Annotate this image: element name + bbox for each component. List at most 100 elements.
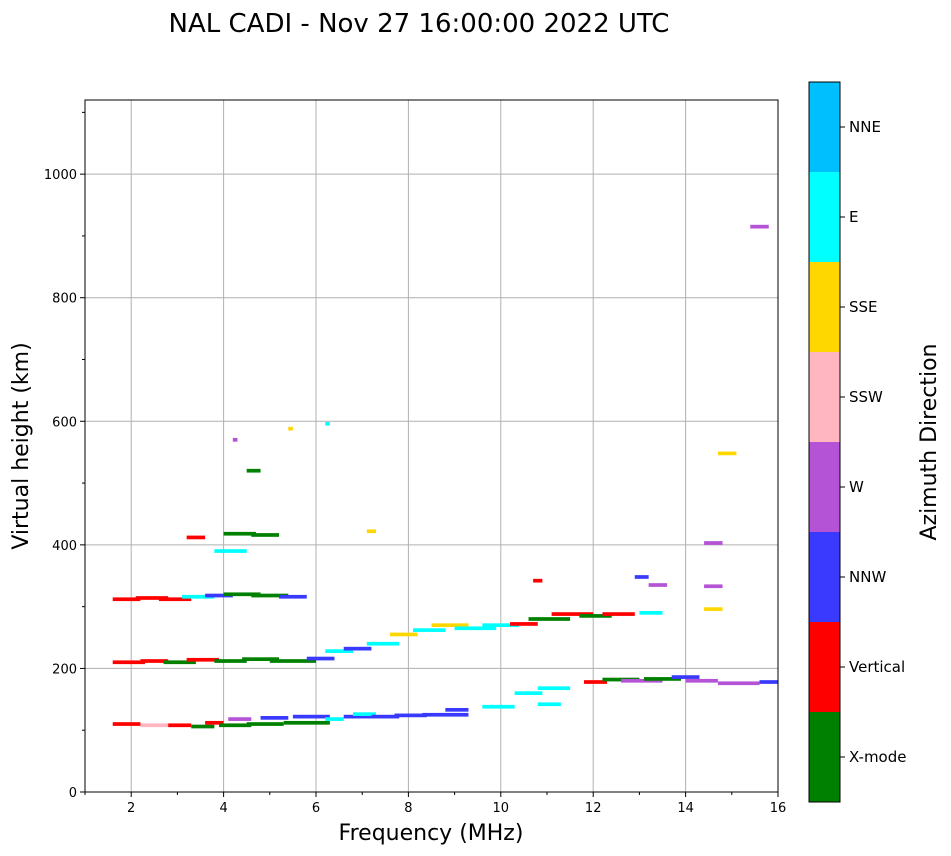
echo-segment bbox=[533, 578, 543, 583]
echo-segment bbox=[717, 451, 737, 456]
echo-segment bbox=[251, 533, 280, 537]
echo-segment bbox=[214, 659, 247, 663]
echo-segment bbox=[394, 713, 427, 718]
colorbar-label: E bbox=[849, 208, 858, 226]
echo-segment bbox=[260, 716, 289, 720]
colorbar-label: NNE bbox=[849, 118, 881, 136]
colorbar-frame bbox=[808, 81, 841, 803]
echo-segment bbox=[186, 535, 206, 540]
x-tick-label: 16 bbox=[770, 801, 787, 816]
echo-segment bbox=[246, 722, 284, 726]
echo-segment bbox=[168, 723, 192, 728]
echo-segment bbox=[366, 529, 377, 534]
echo-segment bbox=[371, 714, 400, 719]
echo-segment bbox=[514, 691, 543, 695]
echo-segment bbox=[431, 623, 469, 628]
echo-segment bbox=[537, 702, 561, 707]
echo-segment bbox=[389, 632, 418, 637]
echo-segment bbox=[246, 468, 261, 473]
echo-segment bbox=[288, 426, 293, 431]
colorbar-swatch bbox=[809, 532, 840, 622]
echo-segment bbox=[445, 707, 469, 712]
colorbar-swatch bbox=[809, 262, 840, 352]
echo-traces bbox=[112, 224, 778, 729]
x-tick-label: 10 bbox=[493, 801, 510, 816]
echo-segment bbox=[413, 628, 446, 632]
y-axis-label: Virtual height (km) bbox=[9, 342, 34, 549]
x-tick-label: 8 bbox=[404, 801, 412, 816]
colorbar-label: W bbox=[849, 478, 864, 496]
echo-segment bbox=[205, 720, 224, 725]
x-tick-label: 12 bbox=[585, 801, 602, 816]
echo-segment bbox=[583, 680, 608, 684]
echo-segment bbox=[306, 656, 335, 661]
echo-segment bbox=[454, 626, 497, 631]
echo-segment bbox=[223, 592, 261, 597]
y-tick-label: 600 bbox=[52, 415, 77, 430]
echo-segment bbox=[352, 712, 377, 717]
echo-segment bbox=[528, 617, 571, 621]
echo-segment bbox=[232, 437, 238, 442]
echo-segment bbox=[140, 659, 169, 663]
echo-segment bbox=[343, 646, 372, 651]
echo-segment bbox=[704, 584, 723, 589]
colorbar-swatch bbox=[809, 442, 840, 532]
echo-segment bbox=[634, 575, 649, 579]
colorbar-swatch bbox=[809, 622, 840, 712]
azimuth-colorbar: X-mode Vertical NNW W SSW SSE E NNE bbox=[808, 81, 906, 803]
x-tick-label: 4 bbox=[219, 801, 227, 816]
y-tick-label: 1000 bbox=[44, 168, 77, 183]
echo-segment bbox=[279, 594, 307, 599]
y-tick-label: 0 bbox=[69, 786, 77, 801]
echo-segment bbox=[325, 421, 330, 426]
echo-segment bbox=[704, 607, 723, 611]
echo-segment bbox=[750, 224, 769, 229]
x-tick-label: 2 bbox=[127, 801, 135, 816]
echo-segment bbox=[717, 681, 760, 686]
echo-segment bbox=[112, 722, 141, 726]
echo-segment bbox=[325, 717, 344, 721]
colorbar-swatch bbox=[809, 172, 840, 262]
echo-segment bbox=[112, 597, 141, 602]
echo-segment bbox=[422, 712, 469, 717]
colorbar-label: SSE bbox=[849, 298, 878, 316]
colorbar-label: X-mode bbox=[849, 748, 906, 766]
echo-segment bbox=[182, 594, 215, 599]
y-tick-label: 800 bbox=[52, 292, 77, 307]
echo-segment bbox=[228, 717, 252, 721]
echo-segment bbox=[685, 678, 718, 683]
chart-title: NAL CADI - Nov 27 16:00:00 2022 UTC bbox=[169, 9, 670, 39]
colorbar-label: SSW bbox=[849, 388, 883, 406]
echo-segment bbox=[482, 623, 520, 628]
echo-segment bbox=[759, 680, 778, 684]
echo-segment bbox=[269, 659, 316, 663]
echo-segment bbox=[620, 678, 663, 683]
echo-segment bbox=[343, 714, 372, 719]
echo-segment bbox=[223, 531, 256, 536]
grid-lines bbox=[85, 100, 779, 793]
echo-segment bbox=[482, 704, 515, 709]
colorbar-swatch bbox=[809, 82, 840, 172]
echo-segment bbox=[366, 641, 400, 646]
echo-segment bbox=[112, 660, 146, 665]
echo-segment bbox=[218, 723, 252, 728]
y-tick-label: 400 bbox=[52, 539, 77, 554]
colorbar-label: NNW bbox=[849, 568, 886, 586]
echo-segment bbox=[242, 657, 280, 662]
y-tick-label: 200 bbox=[52, 662, 77, 677]
echo-segment bbox=[135, 596, 169, 600]
colorbar-title: Azimuth Direction bbox=[917, 343, 942, 540]
echo-segment bbox=[704, 541, 723, 545]
echo-segment bbox=[191, 724, 215, 729]
echo-segment bbox=[325, 649, 353, 653]
axis-ticks: 2 4 6 8 10 12 14 16 0 200 400 600 800 1000 bbox=[44, 111, 787, 816]
echo-segment bbox=[205, 593, 233, 598]
x-axis-label: Frequency (MHz) bbox=[339, 821, 524, 846]
echo-segment bbox=[671, 675, 700, 679]
echo-segment bbox=[158, 597, 192, 602]
echo-segment bbox=[551, 612, 594, 616]
echo-segment bbox=[292, 714, 330, 719]
echo-segment bbox=[510, 622, 538, 626]
echo-segment bbox=[579, 614, 612, 618]
